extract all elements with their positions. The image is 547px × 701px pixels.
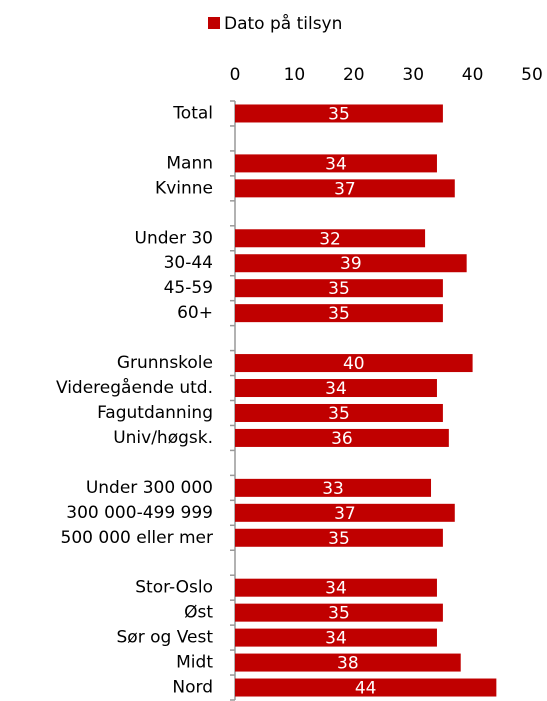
x-tick-label: 40: [462, 65, 484, 85]
y-tick-label: Total: [172, 103, 213, 123]
data-label: 40: [343, 354, 365, 374]
y-tick-label: Sør og Vest: [117, 628, 214, 648]
data-label: 34: [325, 379, 347, 399]
data-label: 34: [325, 579, 347, 599]
y-tick-label: Under 300 000: [86, 478, 213, 498]
bar: [235, 503, 455, 522]
y-tick-label: Univ/høgsk.: [113, 428, 213, 448]
y-tick-label: 30-44: [164, 253, 213, 273]
legend-label: Dato på tilsyn: [224, 13, 342, 34]
bar: [235, 678, 497, 697]
x-tick-label: 0: [230, 65, 241, 85]
y-tick-label: Under 30: [135, 228, 214, 248]
x-tick-label: 50: [521, 65, 543, 85]
data-label: 37: [334, 504, 356, 524]
data-label: 39: [340, 254, 362, 274]
data-label: 35: [328, 604, 350, 624]
bar: [235, 428, 449, 447]
data-label: 37: [334, 179, 356, 199]
data-label: 35: [328, 104, 350, 124]
data-label: 35: [328, 404, 350, 424]
bar: [235, 603, 443, 622]
data-label: 35: [328, 529, 350, 549]
bar: [235, 528, 443, 547]
bar: [235, 229, 426, 248]
data-label: 34: [325, 629, 347, 649]
bar: [235, 304, 443, 323]
data-label: 33: [322, 479, 344, 499]
y-tick-label: Øst: [184, 603, 213, 623]
bar: [235, 653, 461, 672]
bar: [235, 104, 443, 123]
legend-swatch: [208, 17, 220, 29]
y-tick-label: Stor-Oslo: [135, 578, 213, 598]
bar: [235, 254, 467, 273]
y-tick-label: Videregående utd.: [56, 377, 213, 398]
bar: [235, 628, 437, 647]
y-tick-label: Fagutdanning: [97, 403, 213, 423]
bar: [235, 179, 455, 198]
y-tick-label: 60+: [177, 303, 213, 323]
data-label: 38: [337, 654, 359, 674]
bar: [235, 403, 443, 422]
data-label: 35: [328, 279, 350, 299]
bar: [235, 578, 437, 597]
y-tick-label: 500 000 eller mer: [61, 528, 213, 548]
bar: [235, 279, 443, 298]
y-tick-label: Kvinne: [155, 178, 213, 198]
data-label: 32: [319, 229, 341, 249]
data-label: 36: [331, 429, 353, 449]
x-tick-label: 30: [402, 65, 424, 85]
x-tick-label: 10: [284, 65, 306, 85]
data-label: 44: [355, 679, 377, 699]
data-label: 35: [328, 304, 350, 324]
data-label: 34: [325, 154, 347, 174]
bar: [235, 354, 473, 373]
y-tick-label: Grunnskole: [117, 353, 213, 373]
x-tick-label: 20: [343, 65, 365, 85]
y-tick-label: Nord: [172, 678, 213, 698]
bar: [235, 478, 432, 497]
y-tick-label: 300 000-499 999: [66, 503, 213, 523]
y-tick-label: 45-59: [164, 278, 213, 298]
y-tick-label: Midt: [176, 653, 213, 673]
bar: [235, 154, 437, 173]
bar: [235, 379, 437, 398]
y-tick-label: Mann: [166, 153, 213, 173]
